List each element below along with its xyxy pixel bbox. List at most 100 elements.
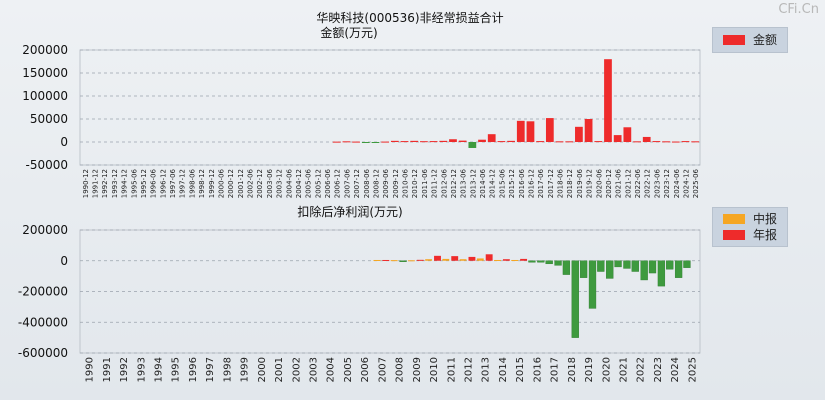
- chart2-bar-annual: [382, 259, 390, 261]
- chart1-y-tick-label: -50000: [25, 158, 68, 172]
- chart2-grid: [79, 229, 701, 354]
- chart2-y-tick-label: -200000: [18, 285, 68, 299]
- chart1-bar: [575, 126, 583, 142]
- legend-swatch-orange: [723, 214, 745, 224]
- chart1-x-tick-label: 2014-06: [479, 168, 487, 198]
- chart1-x-tick-label: 1998-12: [198, 169, 206, 198]
- chart1-x-tick-label: 2017-12: [547, 169, 555, 198]
- chart1-x-tick-label: 2024-12: [682, 169, 690, 198]
- chart1-x-tick-label: 2025-06: [692, 168, 700, 198]
- chart2-bar-interim: [666, 260, 674, 270]
- chart2-x-tick-label: 2001: [274, 357, 285, 382]
- chart1-x-tick-label: 2000-12: [227, 169, 235, 198]
- chart1-x-tick-label: 1995-06: [130, 168, 138, 198]
- chart1-bar: [468, 142, 477, 148]
- chart2-bar-interim: [373, 259, 381, 261]
- chart2-bar-interim: [597, 260, 605, 272]
- chart1-x-tick-label: 1995-12: [140, 169, 148, 198]
- chart1-x-tick-label: 2024-06: [673, 168, 681, 198]
- chart2-x-ticks: 1990 1991 1992 1993 1994 1995 1996 1997 1998 1999…: [85, 357, 699, 382]
- chart1-x-tick-label: 2003-12: [276, 169, 284, 198]
- chart1-x-tick-label: 2009-12: [392, 169, 400, 198]
- legend-item-annual[interactable]: 年报: [723, 228, 777, 242]
- chart2-x-tick-label: 2019: [584, 357, 595, 382]
- chart2-bar-annual: [554, 260, 562, 266]
- chart1-bar: [623, 127, 632, 142]
- chart2-bar-interim: [407, 260, 415, 262]
- chart1-x-tick-label: 1997-06: [169, 168, 177, 198]
- chart1-x-tick-label: 2015-06: [498, 168, 506, 198]
- chart1-bar: [613, 135, 622, 142]
- chart1-bar: [691, 141, 700, 143]
- chart1-x-tick-label: 2011-12: [431, 169, 439, 198]
- chart2-x-tick-label: 1992: [119, 357, 130, 382]
- legend-item-amount[interactable]: 金额: [723, 33, 777, 47]
- chart1-bars: [332, 59, 700, 148]
- chart2-legend: 中报 年报: [712, 207, 788, 247]
- legend-swatch-red: [723, 35, 745, 45]
- chart2-y-tick-label: -400000: [18, 315, 68, 329]
- chart1-x-tick-label: 2008-12: [372, 169, 380, 198]
- chart1-bar: [642, 136, 651, 142]
- chart2-bar-interim: [648, 260, 657, 274]
- chart1-bar: [487, 134, 496, 142]
- chart1-x-tick-label: 1990-12: [82, 169, 90, 198]
- legend-item-interim[interactable]: 中报: [723, 212, 777, 226]
- chart1-x-tick-label: 2021-06: [615, 168, 623, 198]
- chart1-x-tick-label: 2009-06: [382, 168, 390, 198]
- legend-label-annual: 年报: [753, 228, 778, 242]
- chart1-x-tick-label: 2002-12: [256, 169, 264, 198]
- chart1-x-tick-label: 2004-06: [285, 168, 293, 198]
- chart1-title: 华映科技(000536)非经常损益合计: [316, 10, 503, 25]
- chart1-bar: [681, 141, 690, 143]
- chart2-x-tick-label: 2024: [670, 357, 681, 382]
- chart1-x-tick-label: 1997-12: [179, 169, 187, 198]
- chart1-x-tick-label: 2008-06: [363, 168, 371, 198]
- chart1-x-tick-label: 1999-12: [208, 169, 216, 198]
- chart1-x-ticks: 1990-12 1991-12 1992-12 1993-12 1994-12 1995-…: [82, 168, 700, 198]
- chart2-y-tick-label: 0: [60, 254, 68, 268]
- chart2-x-tick-label: 2022: [636, 357, 647, 382]
- chart2-bar-annual: [623, 260, 631, 269]
- chart2-x-tick-label: 2021: [619, 357, 630, 382]
- chart1-bar: [662, 141, 670, 143]
- legend-swatch-red-annual: [723, 230, 745, 240]
- chart1-bar: [604, 59, 612, 143]
- chart2-bar-annual: [416, 259, 424, 261]
- chart1-y-tick-label: 100000: [22, 89, 68, 103]
- chart2-x-tick-label: 1994: [154, 357, 165, 382]
- chart2-bar-annual: [399, 260, 407, 262]
- chart1-x-tick-label: 2002-06: [247, 168, 255, 198]
- chart2-title: 扣除后净利润(万元): [297, 204, 402, 219]
- chart2-x-tick-label: 1999: [240, 357, 251, 382]
- chart1-x-tick-label: 1991-12: [92, 169, 100, 198]
- chart1-bar: [536, 141, 545, 143]
- chart2-x-tick-label: 1995: [171, 357, 182, 382]
- chart2-x-tick-label: 2002: [291, 357, 302, 382]
- chart1-bar: [478, 139, 486, 142]
- chart2-x-tick-label: 2015: [515, 357, 526, 382]
- chart2-bar-annual: [640, 260, 648, 281]
- chart-deducted-net-profit: 扣除后净利润(万元) 2000000-200000-400000-600000 …: [18, 204, 701, 382]
- chart1-x-tick-label: 2012-12: [450, 169, 458, 198]
- chart2-bar-annual: [502, 259, 510, 261]
- chart2-x-tick-label: 2018: [567, 357, 578, 382]
- chart1-bar: [390, 140, 399, 142]
- chart2-bar-annual: [674, 260, 683, 278]
- chart2-x-tick-label: 2007: [377, 357, 388, 382]
- chart2-bar-annual: [434, 255, 441, 261]
- chart2-x-tick-label: 2004: [326, 357, 337, 382]
- chart1-bar: [352, 141, 360, 143]
- chart1-bar: [342, 141, 351, 143]
- chart1-x-tick-label: 2016-12: [527, 169, 535, 198]
- chart1-bar: [361, 142, 370, 143]
- chart2-x-tick-label: 2005: [343, 357, 354, 382]
- chart1-x-tick-label: 1996-12: [159, 169, 167, 198]
- chart1-x-tick-label: 2001-12: [237, 169, 245, 198]
- chart2-bar-annual: [485, 254, 493, 261]
- chart1-x-tick-label: 1998-06: [188, 168, 196, 198]
- chart1-bar: [429, 141, 438, 143]
- chart1-x-tick-label: 2010-06: [402, 168, 410, 198]
- chart1-x-tick-label: 2013-12: [469, 169, 477, 198]
- chart2-x-tick-label: 1990: [85, 357, 96, 382]
